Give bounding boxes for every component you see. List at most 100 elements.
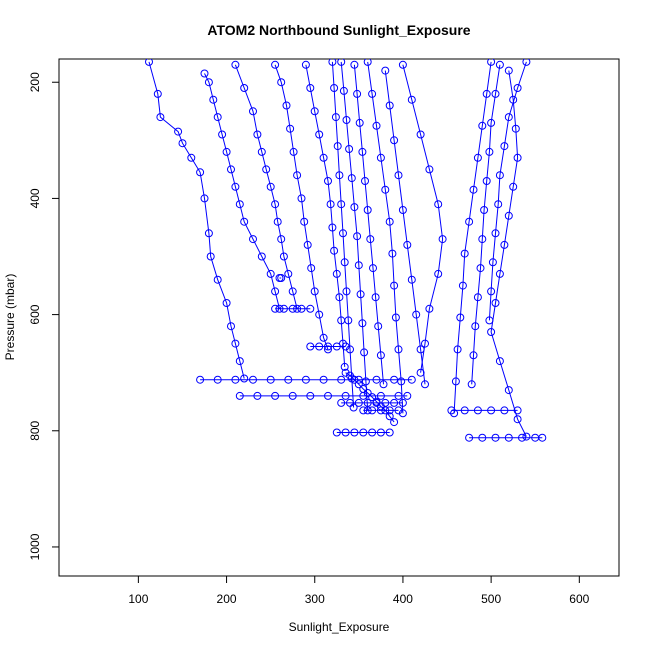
data-series: [465, 433, 547, 442]
data-point: [416, 368, 425, 377]
data-point: [342, 287, 351, 296]
data-point: [346, 345, 354, 354]
data-series: [328, 59, 358, 412]
data-point: [335, 293, 344, 302]
data-series: [200, 69, 284, 313]
data-point: [332, 428, 341, 437]
data-point: [511, 124, 520, 133]
data-point: [324, 391, 332, 400]
data-point: [376, 351, 385, 360]
data-point: [513, 415, 522, 424]
data-point: [277, 78, 286, 87]
data-point: [390, 398, 399, 407]
data-series: [467, 60, 504, 389]
data-series: [306, 342, 350, 351]
data-point: [495, 269, 504, 278]
data-point: [447, 406, 456, 415]
data-point: [376, 402, 385, 411]
y-tick-label: 800: [28, 420, 42, 440]
data-point: [257, 147, 266, 156]
data-point: [487, 406, 496, 415]
data-point: [279, 252, 288, 261]
data-point: [460, 406, 469, 415]
x-tick-label: 600: [569, 592, 589, 606]
data-point: [213, 275, 222, 284]
data-series: [271, 60, 332, 354]
data-point: [231, 375, 240, 384]
data-point: [354, 261, 363, 270]
data-point: [359, 406, 368, 415]
data-point: [227, 322, 235, 331]
data-point: [231, 60, 240, 69]
series-line: [453, 61, 492, 414]
data-point: [300, 217, 309, 226]
data-point: [345, 145, 354, 153]
data-point: [480, 206, 489, 214]
data-point: [359, 385, 368, 393]
data-point: [425, 304, 434, 313]
x-axis-ticks: 100 200 300 400 500 600: [128, 576, 590, 606]
data-point: [368, 393, 377, 402]
data-point: [284, 375, 293, 384]
data-point: [394, 406, 403, 415]
data-series: [487, 66, 531, 441]
data-point: [339, 229, 347, 238]
data-point: [359, 428, 368, 437]
data-point: [342, 116, 351, 124]
data-point: [391, 313, 400, 322]
data-point: [346, 398, 354, 407]
data-point: [376, 428, 385, 437]
data-series: [271, 304, 315, 313]
data-series: [350, 60, 388, 389]
data-point: [372, 121, 381, 130]
data-point: [453, 345, 462, 354]
x-tick-label: 200: [217, 592, 237, 606]
data-point: [487, 118, 496, 127]
data-point: [390, 136, 399, 145]
data-point: [381, 406, 390, 415]
data-point: [491, 433, 500, 442]
data-point: [538, 433, 547, 442]
data-point: [337, 200, 346, 209]
x-tick-label: 400: [393, 592, 413, 606]
data-point: [504, 113, 513, 122]
data-point: [450, 409, 459, 418]
data-point: [288, 287, 297, 296]
data-point: [347, 174, 356, 183]
data-point: [467, 380, 476, 389]
data-point: [249, 107, 257, 116]
data-point: [421, 380, 429, 389]
data-point: [145, 59, 153, 66]
data-point: [485, 147, 494, 156]
data-point: [458, 281, 467, 290]
plot-area: [145, 59, 547, 442]
data-point: [522, 59, 531, 66]
data-point: [218, 130, 227, 139]
y-axis-ticks: 200 400 600 800 1000: [28, 72, 59, 560]
data-point: [350, 428, 359, 437]
data-point: [344, 316, 353, 325]
data-point: [363, 59, 372, 66]
data-point: [288, 391, 297, 400]
data-point: [478, 235, 487, 244]
data-point: [363, 398, 372, 407]
data-point: [487, 59, 496, 66]
data-point: [469, 185, 478, 194]
data-point: [240, 84, 249, 92]
data-point: [293, 171, 302, 180]
data-point: [209, 95, 218, 104]
data-point: [350, 60, 359, 69]
series-line: [384, 70, 426, 385]
data-point: [491, 229, 500, 238]
data-point: [465, 217, 474, 226]
data-point: [504, 66, 513, 75]
data-series: [450, 59, 496, 418]
series-line: [204, 73, 280, 309]
data-point: [319, 153, 328, 162]
data-point: [434, 269, 443, 278]
data-point: [421, 339, 429, 348]
data-point: [174, 127, 183, 136]
data-point: [513, 153, 522, 162]
